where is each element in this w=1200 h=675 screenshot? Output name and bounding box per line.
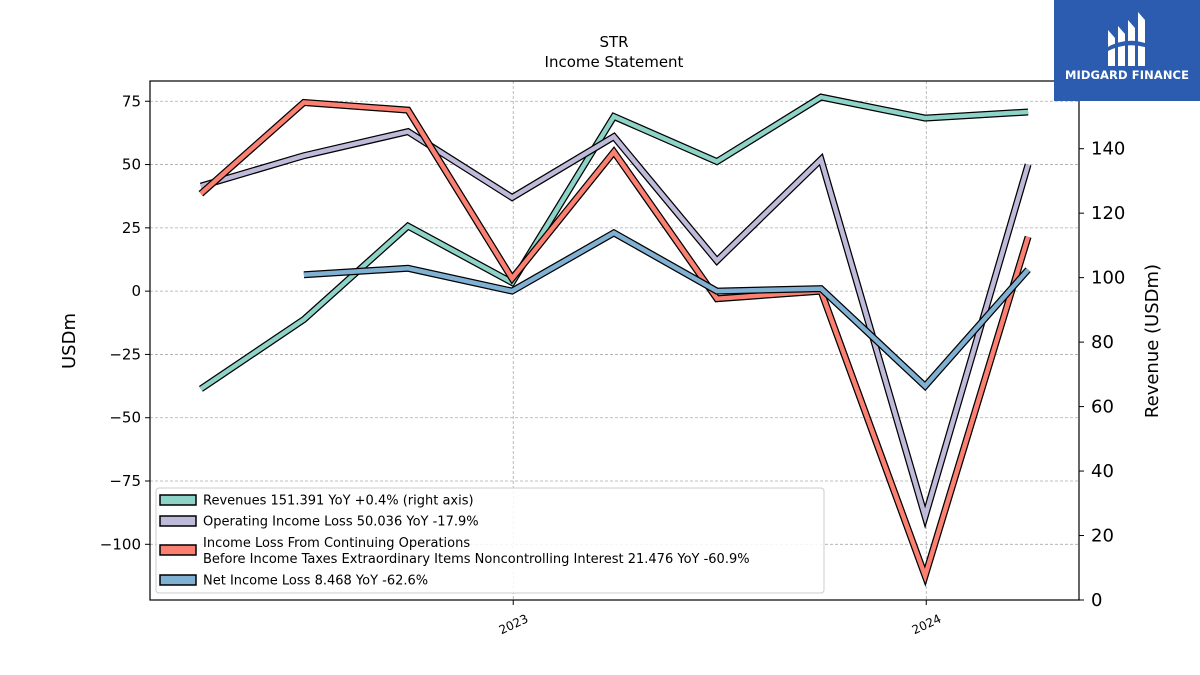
series-4: [303, 228, 1031, 392]
series-line: [200, 129, 1031, 525]
y-tick-label: 25: [122, 219, 141, 237]
y-tick-label: 75: [122, 92, 141, 110]
legend-label: Net Income Loss 8.468 YoY -62.6%: [203, 574, 428, 589]
y-tick-label: −50: [109, 409, 141, 427]
x-axis: 2023 2024: [497, 600, 944, 638]
y2-tick-label: 40: [1091, 461, 1114, 482]
y-axis-label: USDm: [59, 313, 80, 369]
series-line: [199, 100, 1031, 583]
y2-tick-label: 60: [1091, 397, 1114, 418]
legend-label-line: Income Loss From Continuing Operations: [203, 536, 470, 551]
y2-tick-label: 140: [1091, 139, 1125, 160]
plot-frame: [149, 80, 1080, 601]
series-lines: [198, 93, 1032, 587]
chart-title: STR: [599, 33, 628, 51]
y-tick-label: 0: [131, 282, 141, 300]
midgard-finance-logo: MIDGARD FINANCE: [1054, 0, 1200, 101]
legend-swatch: [159, 494, 197, 506]
legend-label: Income Loss From Continuing Operations Be…: [203, 536, 750, 567]
chart-subtitle: Income Statement: [545, 53, 684, 71]
y2-tick-label: 120: [1091, 203, 1125, 224]
y-axis-left: 75 50 25 0 −25 −50 −75 −100: [100, 92, 150, 553]
series-line: [199, 94, 1029, 391]
series-outline: [303, 228, 1031, 392]
y-tick-label: −25: [109, 345, 141, 363]
midgard-logo-icon: [1106, 12, 1148, 66]
legend-swatch: [159, 574, 197, 586]
y-tick-label: −75: [109, 472, 141, 490]
legend-box: [155, 487, 825, 594]
series-2: [199, 127, 1032, 529]
y2-tick-label: 80: [1091, 332, 1114, 353]
legend-label-line: Before Income Taxes Extraordinary Items …: [203, 552, 750, 567]
y-tick-label: −100: [100, 535, 141, 553]
y2-tick-label: 20: [1091, 526, 1114, 547]
series-3: [198, 98, 1032, 587]
y-tick-label: 50: [122, 156, 141, 174]
legend-label: Revenues 151.391 YoY +0.4% (right axis): [203, 494, 474, 509]
y2-tick-label: 100: [1091, 268, 1125, 289]
legend-swatch: [159, 515, 197, 527]
legend: Revenues 151.391 YoY +0.4% (right axis) O…: [155, 487, 825, 594]
y2-tick-label: 0: [1091, 590, 1102, 611]
x-tick-label: 2024: [910, 612, 944, 638]
series-line: [303, 230, 1030, 390]
legend-label: Operating Income Loss 50.036 YoY -17.9%: [203, 515, 479, 530]
legend-swatch: [159, 544, 197, 556]
series-outline: [199, 127, 1032, 529]
series-1: [198, 93, 1029, 392]
x-tick-label: 2023: [497, 612, 531, 638]
y2-axis-label: Revenue (USDm): [1142, 264, 1163, 418]
logo-text: MIDGARD FINANCE: [1064, 68, 1190, 82]
y-axis-right: 0 20 40 60 80 100 120 140: [1079, 139, 1125, 611]
